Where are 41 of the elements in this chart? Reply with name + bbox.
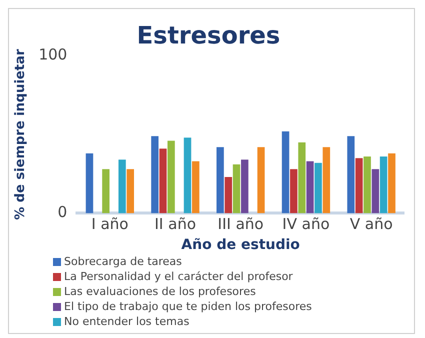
chart-title: Estresores [136, 22, 280, 50]
bar [314, 162, 322, 214]
bar [355, 158, 363, 214]
bar [388, 153, 396, 214]
x-tick-label: IV año [282, 215, 330, 234]
y-tick-label: 0 [58, 203, 68, 222]
bar [372, 169, 380, 214]
bar [184, 138, 192, 214]
x-tick-label: V año [350, 215, 393, 234]
legend-label: Las evaluaciones de los profesores [64, 284, 256, 299]
bar [224, 177, 232, 214]
bar [257, 147, 265, 214]
x-tick-label: I año [91, 215, 128, 234]
x-tick-label: III año [218, 215, 264, 234]
bar [151, 136, 159, 214]
legend-label: La Personalidad y el carácter del profesor [64, 269, 293, 284]
bar [241, 160, 248, 214]
bar [282, 131, 290, 214]
bar [232, 164, 240, 214]
x-tick-label: II año [154, 215, 196, 234]
legend-label: El tipo de trabajo que te piden los profesores [64, 299, 312, 314]
bar [118, 160, 126, 214]
bar [380, 156, 388, 214]
bar [216, 147, 224, 214]
bar [168, 140, 175, 214]
x-axis-title: Año de estudio [181, 237, 300, 254]
bar [86, 153, 94, 214]
bar [298, 142, 306, 214]
bar [126, 169, 134, 214]
bar [306, 161, 314, 214]
bar [347, 136, 355, 214]
bar [322, 147, 330, 214]
bar [192, 161, 200, 214]
bar [290, 169, 298, 214]
y-tick-label: 100 [38, 46, 68, 64]
bar [159, 148, 167, 214]
legend-label: Sobrecarga de tareas [64, 254, 182, 269]
legend-label: No entender los temas [64, 314, 190, 329]
y-axis-title: % de siempre inquietar [13, 48, 28, 220]
bar [364, 156, 371, 214]
bar [102, 169, 110, 214]
